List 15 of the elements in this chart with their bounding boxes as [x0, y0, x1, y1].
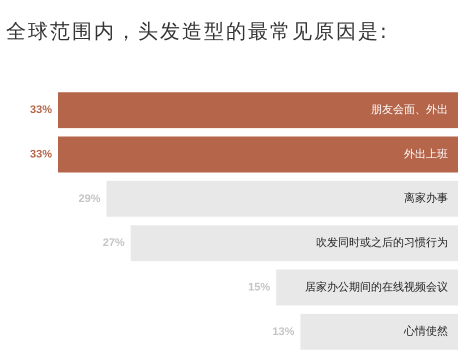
y-tick-label: 居家办公期间的在线视频会议	[305, 280, 448, 294]
y-tick-label: 外出上班	[404, 147, 448, 160]
data-label: 15%	[248, 282, 270, 294]
bar	[58, 136, 458, 172]
data-label: 29%	[78, 192, 101, 205]
data-label: 33%	[30, 148, 52, 161]
bar	[58, 92, 458, 128]
y-tick-label: 朋友会面、外出	[371, 103, 448, 116]
data-label: 13%	[272, 326, 295, 338]
chart-title: 全球范围内，头发造型的最常见原因是:	[6, 18, 389, 45]
data-label: 33%	[30, 104, 52, 116]
y-tick-label: 离家办事	[404, 192, 448, 205]
data-label: 27%	[102, 237, 125, 250]
y-tick-label: 心情使然	[403, 324, 448, 338]
y-tick-label: 吹发同时或之后的习惯行为	[316, 236, 448, 250]
